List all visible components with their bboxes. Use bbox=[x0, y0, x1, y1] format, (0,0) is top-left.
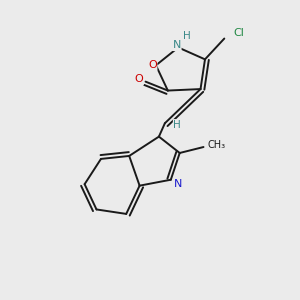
Text: H: H bbox=[173, 120, 181, 130]
Text: CH₃: CH₃ bbox=[208, 140, 226, 150]
Text: N: N bbox=[174, 179, 182, 189]
Text: Cl: Cl bbox=[233, 28, 244, 38]
Text: O: O bbox=[148, 60, 157, 70]
Text: N: N bbox=[172, 40, 181, 50]
Text: H: H bbox=[183, 31, 190, 41]
Text: O: O bbox=[135, 74, 143, 84]
